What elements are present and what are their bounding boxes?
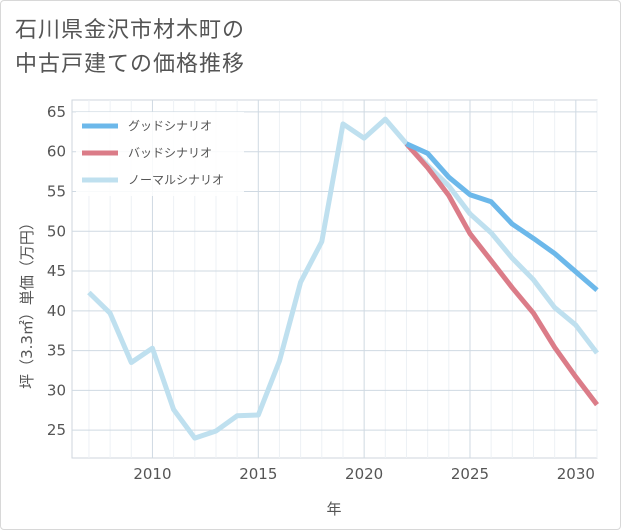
y-tick-label: 55	[47, 182, 66, 200]
y-tick-label: 50	[47, 222, 66, 240]
y-tick-label: 40	[47, 302, 66, 320]
series-line-0	[405, 141, 599, 292]
x-tick-label: 2020	[345, 465, 383, 483]
series-line-1	[404, 142, 599, 407]
x-tick-label: 2030	[557, 465, 595, 483]
y-tick-label: 30	[47, 381, 66, 399]
y-tick-label: 25	[47, 421, 66, 439]
x-tick-label: 2010	[133, 465, 171, 483]
x-axis-label: 年	[326, 500, 341, 518]
y-tick-label: 60	[47, 143, 66, 161]
y-tick-label: 35	[47, 342, 66, 360]
series-line-2	[87, 116, 599, 441]
legend-label-2: ノーマルシナリオ	[128, 173, 224, 187]
y-tick-label: 65	[47, 103, 66, 121]
x-tick-label: 2025	[451, 465, 489, 483]
chart-title-line-1: 石川県金沢市材木町の	[15, 18, 246, 43]
legend-label-1: バッドシナリオ	[128, 146, 212, 160]
chart-title-line-2: 中古戸建ての価格推移	[15, 52, 246, 77]
chart-title: 石川県金沢市材木町の 中古戸建ての価格推移	[15, 14, 245, 82]
y-tick-label: 45	[47, 262, 66, 280]
y-axis-label: 坪（3.3㎡）単価（万円）	[18, 215, 36, 389]
x-tick-label: 2015	[239, 465, 277, 483]
legend-label-0: グッドシナリオ	[128, 119, 212, 133]
